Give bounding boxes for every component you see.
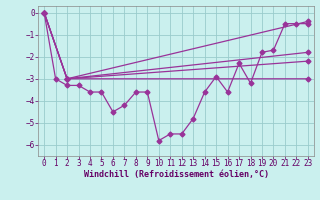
X-axis label: Windchill (Refroidissement éolien,°C): Windchill (Refroidissement éolien,°C) xyxy=(84,170,268,179)
